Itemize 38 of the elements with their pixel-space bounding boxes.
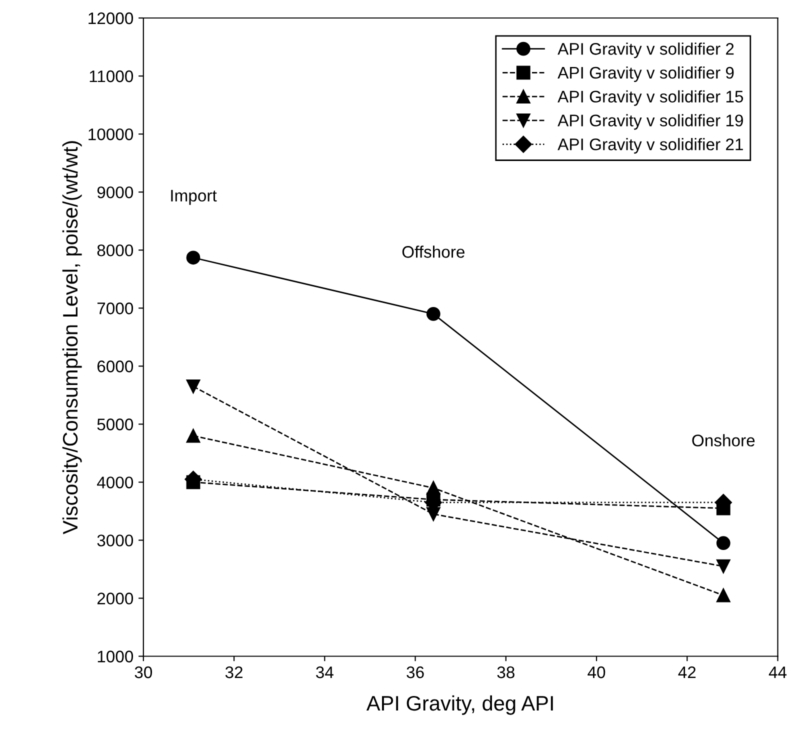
- y-tick-label: 8000: [97, 244, 134, 256]
- legend-label: API Gravity v solidifier 19: [558, 114, 743, 130]
- annotation: Offshore: [402, 246, 464, 258]
- y-tick-label: 11000: [90, 70, 134, 82]
- y-tick-label: 4000: [97, 476, 134, 488]
- point: [426, 481, 440, 495]
- legend-label: API Gravity v solidifier 15: [558, 90, 744, 106]
- point: [186, 428, 200, 443]
- x-tick-label: 42: [678, 666, 696, 678]
- legend-label: API Gravity v solidifier 2: [558, 42, 734, 58]
- x-tick-label: 44: [768, 666, 787, 678]
- x-tick-label: 32: [225, 666, 242, 678]
- y-tick-label: 2000: [97, 592, 134, 604]
- y-tick-label: 12000: [88, 12, 134, 24]
- y-tick-label: 7000: [97, 302, 134, 314]
- x-tick-label: 34: [316, 666, 334, 678]
- y-tick-label: 9000: [97, 186, 134, 198]
- y-tick-label: 10000: [88, 128, 134, 140]
- y-axis-title: Viscosity/Consumption Level, poise/(wt/wt): [62, 141, 82, 534]
- point: [716, 536, 730, 550]
- y-tick-label: 5000: [97, 418, 134, 430]
- x-tick-label: 30: [134, 666, 152, 678]
- point: [186, 250, 200, 265]
- point: [186, 380, 200, 394]
- y-tick-label: 1000: [98, 650, 134, 662]
- y-tick-label: 6000: [97, 360, 134, 372]
- point: [716, 588, 730, 602]
- y-tick-label: 3000: [97, 534, 134, 546]
- x-tick-label: 36: [406, 666, 424, 678]
- annotation: Onshore: [692, 434, 755, 446]
- x-axis-title: API Gravity, deg API: [366, 695, 553, 715]
- x-tick-label: 38: [497, 666, 514, 678]
- legend-label: API Gravity v solidifier 21: [558, 138, 743, 154]
- legend-label: API Gravity v solidifier 9: [558, 66, 734, 82]
- point: [426, 306, 440, 321]
- annotation: Import: [171, 190, 217, 205]
- x-tick-label: 40: [588, 666, 606, 678]
- point: [716, 559, 730, 574]
